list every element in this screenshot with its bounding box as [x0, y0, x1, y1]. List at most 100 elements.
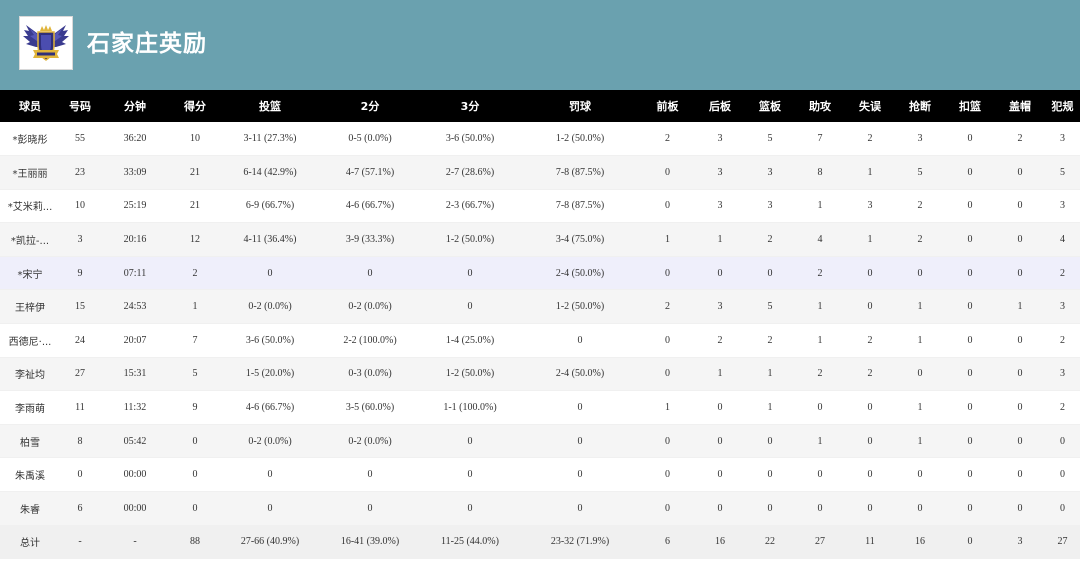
- stat-tov: 0: [845, 289, 895, 325]
- stat-reb: 0: [745, 424, 795, 459]
- player-stats-table: 球员 号码 分钟 得分 投篮 2分 3分 罚球 前板 后板 篮板 助攻 失误 抢断 扣篮 盖帽 犯规 *彭晓彤 5…: [0, 90, 1080, 560]
- stat-ast: 2: [795, 357, 845, 392]
- stat-stl: 0: [895, 256, 945, 291]
- stat-two: 0-2 (0.0%): [320, 289, 420, 325]
- stat-minutes: 11:32: [100, 390, 170, 425]
- stat-tov: 1: [845, 155, 895, 190]
- stat-reb: 0: [745, 256, 795, 291]
- stat-tov: 0: [845, 424, 895, 459]
- stat-dreb: 1: [695, 222, 745, 257]
- table-row: 李雨萌 11 11:32 9 4-6 (66.7%) 3-5 (60.0%) 1-1 (10…: [0, 390, 1080, 425]
- stat-stl: 16: [895, 525, 945, 560]
- stat-blk: 0: [995, 222, 1045, 257]
- stat-points: 10: [170, 122, 220, 157]
- column-header-two: 2分: [360, 100, 380, 113]
- stat-pf: 3: [1045, 122, 1080, 157]
- stat-points: 0: [170, 491, 220, 526]
- stat-minutes: 24:53: [100, 289, 170, 325]
- stat-minutes: 05:42: [100, 424, 170, 459]
- stat-dunk: 0: [945, 155, 995, 190]
- stat-stl: 1: [895, 289, 945, 325]
- stat-reb: 2: [745, 323, 795, 358]
- player-name: 朱禹溪: [0, 457, 60, 493]
- stat-stl: 1: [895, 323, 945, 358]
- stat-fg: 3-6 (50.0%): [220, 323, 320, 358]
- stat-ast: 1: [795, 289, 845, 325]
- stat-stl: 3: [895, 122, 945, 157]
- table-row: *宋宁 9 07:11 2 0 0 0 2-4 (50.0%) 0 0 0 2 0 0 0 0 2: [0, 256, 1080, 291]
- player-name: 李祉均: [0, 357, 60, 392]
- stat-dunk: 0: [945, 390, 995, 425]
- stat-dreb: 3: [695, 189, 745, 224]
- stat-three: 2-3 (66.7%): [420, 189, 520, 224]
- stat-pf: 2: [1045, 390, 1080, 425]
- column-header-pf: 犯规: [1051, 100, 1074, 113]
- stat-tov: 3: [845, 189, 895, 224]
- stat-stl: 1: [895, 390, 945, 425]
- stat-pf: 3: [1045, 289, 1080, 325]
- stat-three: 1-4 (25.0%): [420, 323, 520, 358]
- stat-dunk: 0: [945, 256, 995, 291]
- stat-reb: 3: [745, 155, 795, 190]
- stat-dreb: 2: [695, 323, 745, 358]
- stat-pf: 0: [1045, 424, 1080, 459]
- stat-dunk: 0: [945, 189, 995, 224]
- stat-three: 0: [420, 457, 520, 493]
- stat-dunk: 0: [945, 525, 995, 560]
- stat-fg: 0: [220, 256, 320, 291]
- stat-number: 9: [60, 256, 100, 291]
- stat-pf: 3: [1045, 189, 1080, 224]
- stat-oreb: 0: [640, 357, 695, 392]
- stat-reb: 5: [745, 289, 795, 325]
- stat-tov: 2: [845, 122, 895, 157]
- stat-minutes: 15:31: [100, 357, 170, 392]
- stat-points: 21: [170, 189, 220, 224]
- table-row: 王梓伊 15 24:53 1 0-2 (0.0%) 0-2 (0.0%) 0 1-2 (50.…: [0, 289, 1080, 325]
- table-header-row: 球员 号码 分钟 得分 投篮 2分 3分 罚球 前板 后板 篮板 助攻 失误 抢断 扣篮 盖帽 犯规: [0, 90, 1080, 122]
- stat-three: 0: [420, 491, 520, 526]
- stat-two: 2-2 (100.0%): [320, 323, 420, 358]
- table-row: *凯拉-... 3 20:16 12 4-11 (36.4%) 3-9 (33.3%) 1-…: [0, 222, 1080, 257]
- stat-pf: 3: [1045, 357, 1080, 392]
- stat-blk: 0: [995, 357, 1045, 392]
- stat-two: 0: [320, 491, 420, 526]
- stat-number: 10: [60, 189, 100, 224]
- stat-pf: 4: [1045, 222, 1080, 257]
- stat-tov: 0: [845, 256, 895, 291]
- stat-ast: 1: [795, 424, 845, 459]
- stat-three: 2-7 (28.6%): [420, 155, 520, 190]
- stat-two: 3-9 (33.3%): [320, 222, 420, 257]
- stat-ft: 1-2 (50.0%): [520, 289, 640, 325]
- stat-points: 7: [170, 323, 220, 358]
- stat-points: 9: [170, 390, 220, 425]
- stat-oreb: 0: [640, 256, 695, 291]
- stat-three: 0: [420, 289, 520, 325]
- stat-reb: 2: [745, 222, 795, 257]
- stat-reb: 3: [745, 189, 795, 224]
- table-row: *王丽丽 23 33:09 21 6-14 (42.9%) 4-7 (57.1%) 2-7 …: [0, 155, 1080, 190]
- stat-pf: 0: [1045, 491, 1080, 526]
- stat-blk: 1: [995, 289, 1045, 325]
- stat-dunk: 0: [945, 357, 995, 392]
- stat-oreb: 0: [640, 155, 695, 190]
- stat-oreb: 2: [640, 122, 695, 157]
- stat-ft: 2-4 (50.0%): [520, 357, 640, 392]
- stat-dreb: 0: [695, 256, 745, 291]
- table-row: 西德尼·... 24 20:07 7 3-6 (50.0%) 2-2 (100.0%) 1-…: [0, 323, 1080, 358]
- stat-stl: 2: [895, 222, 945, 257]
- stat-fg: 4-6 (66.7%): [220, 390, 320, 425]
- stat-dunk: 0: [945, 222, 995, 257]
- stat-three: 1-2 (50.0%): [420, 357, 520, 392]
- stat-oreb: 2: [640, 289, 695, 325]
- stat-three: 11-25 (44.0%): [420, 525, 520, 560]
- stat-oreb: 0: [640, 189, 695, 224]
- stat-reb: 1: [745, 357, 795, 392]
- column-header-blk: 盖帽: [1009, 100, 1031, 113]
- stat-two: 0-3 (0.0%): [320, 357, 420, 392]
- stat-points: 0: [170, 457, 220, 493]
- table-row: 李祉均 27 15:31 5 1-5 (20.0%) 0-3 (0.0%) 1-2 (50.…: [0, 357, 1080, 392]
- stat-pf: 27: [1045, 525, 1080, 560]
- stat-stl: 0: [895, 491, 945, 526]
- stat-fg: 3-11 (27.3%): [220, 122, 320, 157]
- stat-ast: 8: [795, 155, 845, 190]
